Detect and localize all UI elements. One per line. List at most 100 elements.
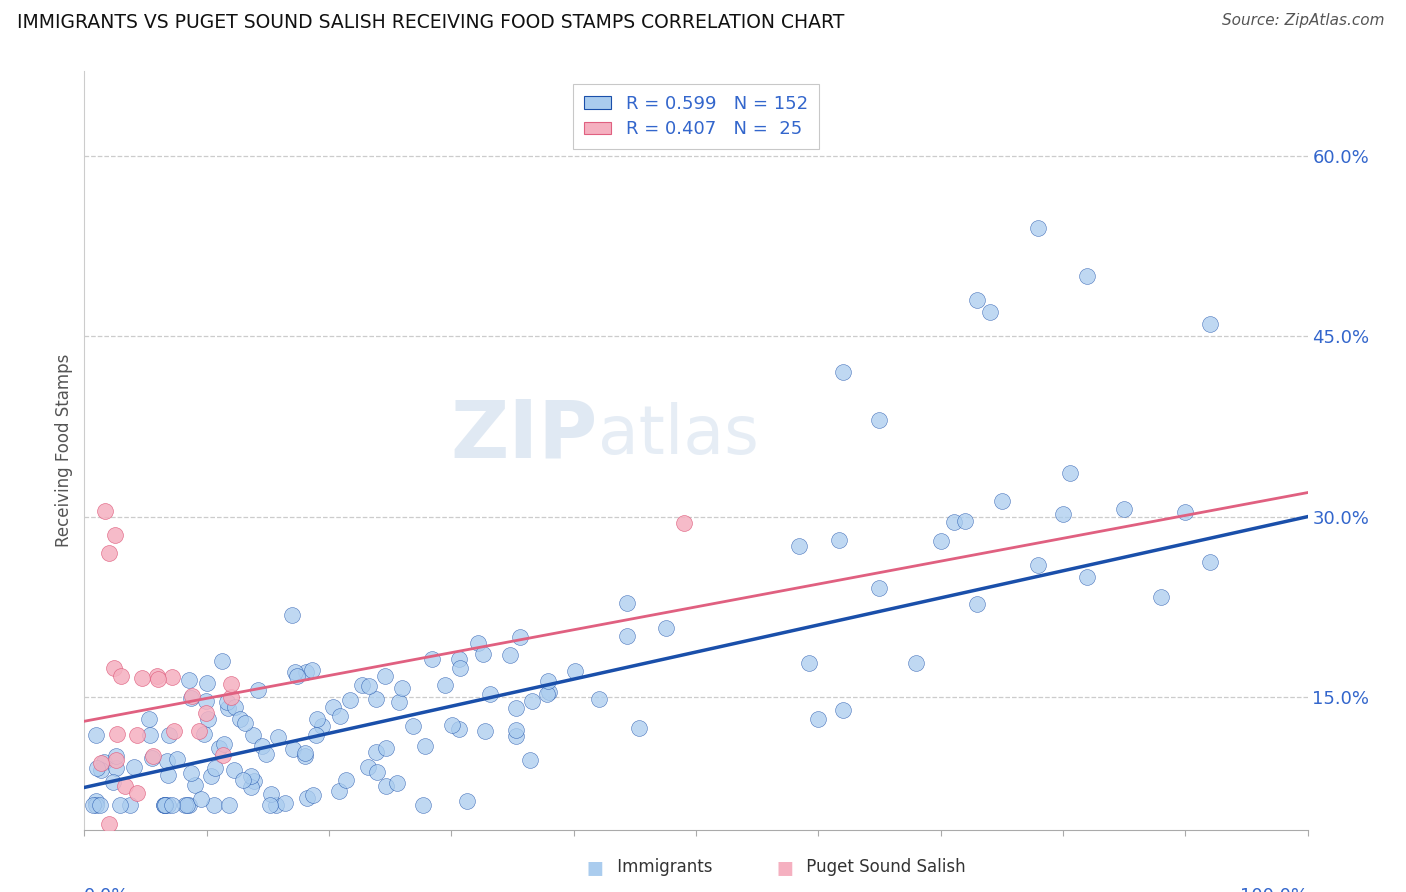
Text: ZIP: ZIP [451,396,598,475]
Point [1076,268,1098,283]
Point [283,742,305,756]
Point [152,798,174,813]
Point [564,665,586,679]
Point [190,792,212,806]
Point [352,678,374,692]
Point [979,305,1001,319]
Point [131,671,153,685]
Point [1198,555,1220,569]
Point [537,673,560,688]
Point [328,783,350,797]
Point [195,694,218,708]
Point [285,669,308,683]
Point [177,673,200,687]
Point [101,775,124,789]
Point [519,753,541,767]
Point [339,693,361,707]
Point [180,766,202,780]
Y-axis label: Receiving Food Stamps: Receiving Food Stamps [55,354,73,547]
Point [94,503,117,517]
Point [110,669,132,683]
Point [114,780,136,794]
Point [1114,501,1136,516]
Point [142,749,165,764]
Point [449,661,471,675]
Point [374,668,396,682]
Point [869,581,891,595]
Point [1198,317,1220,331]
Point [966,293,988,307]
Point [1076,570,1098,584]
Point [301,788,323,802]
Point [82,798,104,813]
Point [179,798,201,813]
Point [250,739,273,753]
Point [233,716,256,731]
Point [655,621,678,635]
Point [153,798,176,813]
Point [402,719,425,733]
Point [447,722,470,736]
Point [478,688,501,702]
Point [831,702,853,716]
Point [104,760,127,774]
Point [97,546,120,560]
Point [218,798,240,813]
Point [195,676,218,690]
Point [260,787,283,801]
Point [156,768,179,782]
Point [456,794,478,808]
Point [162,798,184,813]
Point [440,718,463,732]
Text: Source: ZipAtlas.com: Source: ZipAtlas.com [1222,13,1385,29]
Point [1150,590,1173,604]
Point [266,798,288,813]
Point [375,779,398,793]
Point [364,745,387,759]
Point [295,790,318,805]
Point [359,679,381,693]
Point [138,712,160,726]
Point [322,700,344,714]
Point [505,729,527,743]
Point [1059,466,1081,480]
Point [991,493,1014,508]
Point [197,712,219,726]
Point [536,687,558,701]
Point [505,723,527,737]
Point [157,728,180,742]
Point [180,689,202,703]
Point [224,699,246,714]
Point [628,722,651,736]
Point [434,678,457,692]
Point [89,798,111,813]
Point [505,701,527,715]
Point [254,747,277,761]
Point [240,780,263,794]
Point [156,754,179,768]
Point [905,656,928,670]
Point [329,708,352,723]
Point [232,773,254,788]
Point [176,798,198,813]
Legend: R = 0.599   N = 152, R = 0.407   N =  25: R = 0.599 N = 152, R = 0.407 N = 25 [574,84,818,149]
Point [520,694,543,708]
Point [449,652,471,666]
Point [799,656,821,670]
Point [966,597,988,611]
Point [305,712,328,726]
Point [828,533,851,547]
Point [219,690,242,705]
Point [145,669,167,683]
Point [831,365,853,379]
Point [616,597,638,611]
Point [90,756,112,770]
Point [84,798,107,813]
Point [1052,507,1074,521]
Point [467,636,489,650]
Point [200,770,222,784]
Text: 0.0%: 0.0% [84,888,129,892]
Point [335,772,357,787]
Point [125,728,148,742]
Point [787,539,810,553]
